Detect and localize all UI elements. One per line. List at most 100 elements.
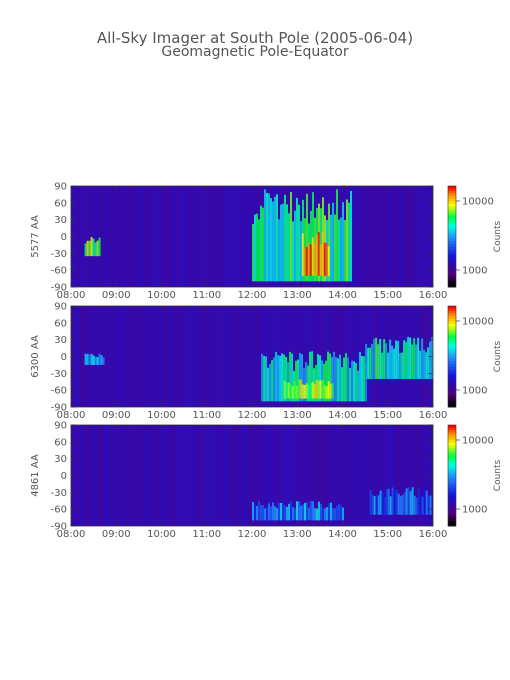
heatmap-cell [369,347,372,379]
heatmap-cell [254,214,256,282]
heatmap-cell [351,360,354,402]
heatmap-cell [303,384,306,399]
heatmap-streak [263,425,266,526]
heatmap-cell [92,238,95,257]
colorbar-swatch [448,338,456,342]
heatmap-cell [316,508,318,521]
x-tick-label: 16:00 [419,410,448,421]
heatmap-streak [194,425,197,526]
colorbar-swatch [448,246,456,250]
colorbar-swatch [448,455,456,459]
heatmap-streak [131,306,134,407]
colorbar-swatch [448,326,456,330]
heatmap-cell [272,502,274,521]
colorbar-swatch [448,226,456,230]
heatmap-streak [116,186,119,287]
heatmap-streak [245,425,248,526]
y-tick-label: -60 [51,505,67,516]
heatmap-cell [84,353,87,365]
heatmap-cell [299,352,302,402]
heatmap-cell [327,246,330,276]
colorbar-swatch [448,308,456,312]
heatmap-cell [323,363,326,402]
y-axis-label: 6300 AA [30,335,41,378]
heatmap-streak [137,425,140,526]
colorbar-swatch [448,244,456,248]
heatmap-cell [431,337,433,379]
colorbar-swatch [448,266,456,270]
heatmap [71,425,433,526]
colorbar-swatch [448,333,456,337]
heatmap-streak [182,306,185,407]
heatmap-cell [329,353,332,402]
heatmap-cell [292,221,294,282]
heatmap-cell [391,345,394,379]
heatmap-streak [323,306,326,407]
heatmap-cell [279,355,282,402]
colorbar-swatch [448,198,456,202]
heatmap-streak [215,186,218,287]
heatmap-streak [95,186,98,287]
x-tick-label: 08:00 [57,410,86,421]
heatmap-streak [158,186,161,287]
heatmap-cell [353,361,356,402]
heatmap-streak [245,306,248,407]
y-tick-label: -30 [51,249,67,260]
heatmap-streak [413,186,416,287]
heatmap-cell [373,338,376,379]
heatmap-streak [104,425,107,526]
heatmap-cell [405,488,408,515]
colorbar-tick-label: 10000 [462,436,494,447]
colorbar-swatch [448,495,456,499]
colorbar-frame [447,305,457,408]
heatmap-cell [260,205,262,282]
colorbar-tick-label: 1000 [462,386,487,397]
heatmap-cell [423,488,426,515]
heatmap-streak [164,186,167,287]
heatmap-cell [282,203,284,282]
heatmap [71,186,433,287]
colorbar-swatch [448,274,456,278]
heatmap-streak [305,306,308,407]
colorbar-swatch [448,493,456,497]
heatmap-streak [251,306,254,407]
x-tick-label: 13:00 [283,290,312,301]
x-tick-label: 16:00 [419,290,448,301]
heatmap-cell [252,224,254,282]
heatmap-cell [293,380,296,399]
heatmap-streak [266,306,269,407]
heatmap-cell [263,355,266,402]
heatmap-streak [110,425,113,526]
heatmap-streak [392,425,395,526]
heatmap-streak [206,306,209,407]
heatmap-streak [107,425,110,526]
y-tick-label: 90 [54,182,67,193]
figure-title: All-Sky Imager at South Pole (2005-06-04… [97,29,413,47]
heatmap-streak [89,425,92,526]
heatmap-streak [230,306,233,407]
colorbar-swatch [448,201,456,205]
colorbar-swatch [448,356,456,360]
heatmap-cell [300,221,302,282]
heatmap-cell [307,384,310,399]
colorbar-frame [447,185,457,288]
colorbar-swatch [448,254,456,258]
heatmap-streak [374,186,377,287]
heatmap-cell [403,340,406,379]
heatmap-streak [326,425,329,526]
heatmap-cell [100,355,103,365]
heatmap-cell [294,210,296,282]
heatmap-cell [319,380,322,399]
heatmap-cell [311,381,314,399]
heatmap-streak [350,425,353,526]
colorbar-swatch [448,396,456,400]
colorbar-swatch [448,208,456,212]
y-tick-label: 90 [54,302,67,313]
heatmap-streak [380,425,383,526]
heatmap-streak [236,425,239,526]
y-tick-label: 0 [61,352,67,363]
heatmap-streak [383,186,386,287]
heatmap-streak [269,425,272,526]
heatmap-cell [296,501,298,521]
x-tick-label: 12:00 [238,529,267,540]
